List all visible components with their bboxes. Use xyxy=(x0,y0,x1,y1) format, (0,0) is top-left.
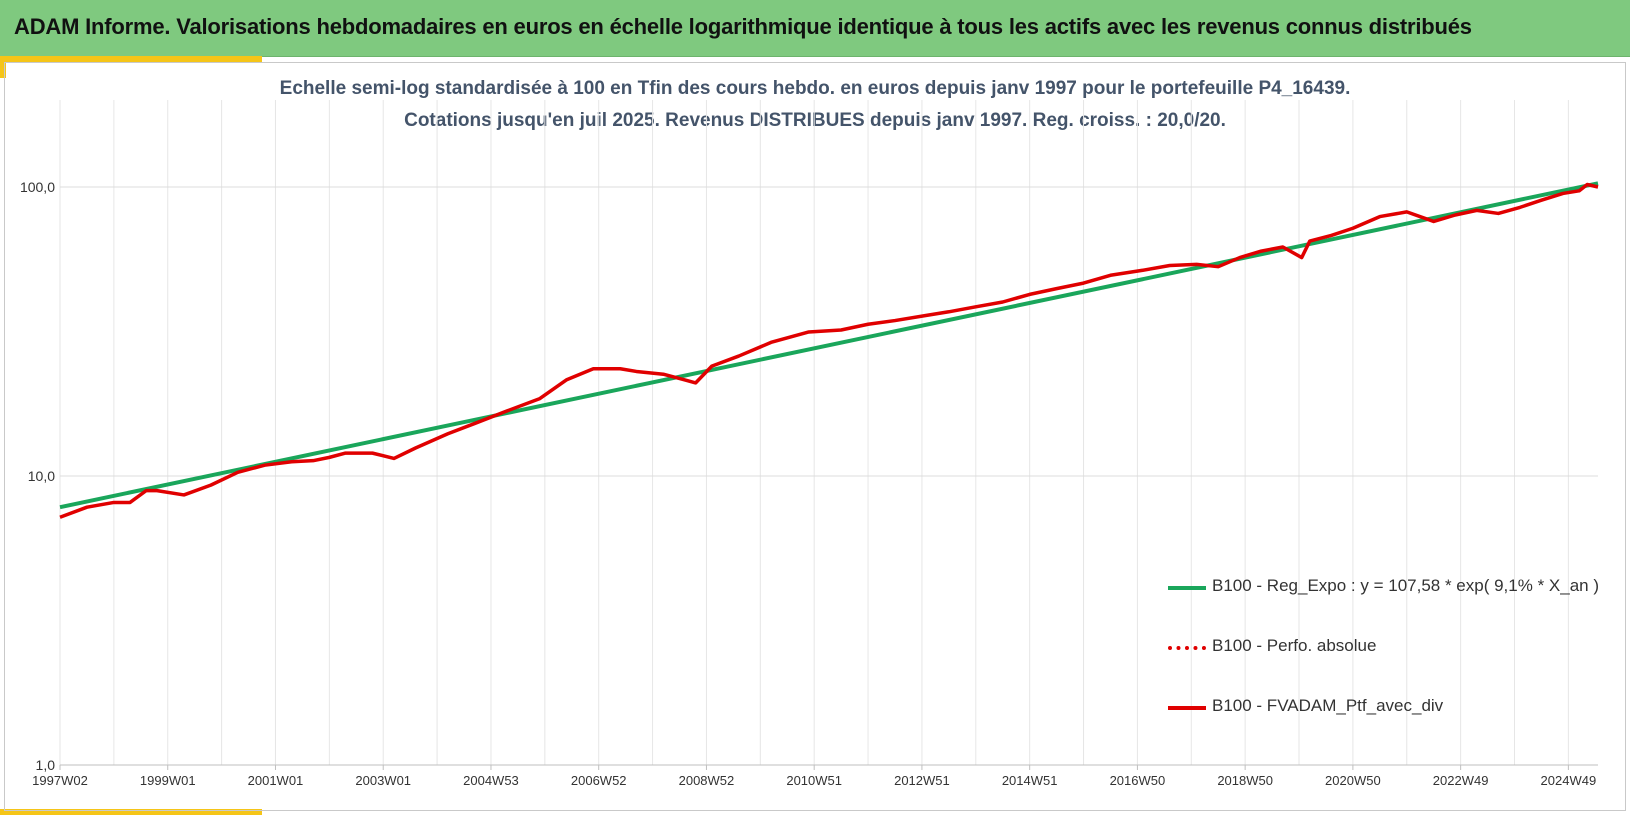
x-tick-label: 1997W02 xyxy=(32,773,88,788)
accent-bar-bottom xyxy=(0,809,262,815)
x-tick-label: 2014W51 xyxy=(1002,773,1058,788)
legend-label-portfolio: B100 - FVADAM_Ptf_avec_div xyxy=(1212,696,1444,715)
x-tick-label: 2020W50 xyxy=(1325,773,1381,788)
x-tick-label: 2001W01 xyxy=(248,773,304,788)
chart-frame xyxy=(4,62,1626,811)
chart-title-line-2: Cotations jusqu'en juil 2025. Revenus DI… xyxy=(404,110,1226,131)
chart-title-line-1: Echelle semi-log standardisée à 100 en T… xyxy=(279,78,1351,99)
x-tick-label: 2010W51 xyxy=(786,773,842,788)
x-tick-label: 2024W49 xyxy=(1541,773,1597,788)
x-tick-label: 2012W51 xyxy=(894,773,950,788)
y-tick-label: 100,0 xyxy=(20,179,55,195)
header-banner: ADAM Informe. Valorisations hebdomadaire… xyxy=(0,0,1630,57)
legend-label-regression: B100 - Reg_Expo : y = 107,58 * exp( 9,1%… xyxy=(1212,576,1599,595)
legend-label-perfo-absolue: B100 - Perfo. absolue xyxy=(1212,636,1377,655)
x-tick-label: 2004W53 xyxy=(463,773,519,788)
series-line-portfolio xyxy=(59,182,1599,519)
x-tick-label: 2006W52 xyxy=(571,773,627,788)
y-tick-label: 10,0 xyxy=(28,468,55,484)
x-tick-label: 2008W52 xyxy=(679,773,735,788)
page-title: ADAM Informe. Valorisations hebdomadaire… xyxy=(14,14,1472,39)
x-tick-label: 2018W50 xyxy=(1217,773,1273,788)
accent-bar-left xyxy=(0,56,6,78)
legend-swatch-portfolio xyxy=(1168,706,1206,710)
y-tick-label: 1,0 xyxy=(36,757,56,773)
x-tick-label: 1999W01 xyxy=(140,773,196,788)
legend-swatch-perfo-absolue xyxy=(1168,646,1206,650)
x-tick-label: 2022W49 xyxy=(1433,773,1489,788)
legend-swatch-regression xyxy=(1168,586,1206,590)
series-line-regression xyxy=(59,181,1599,510)
accent-bar-top xyxy=(0,56,262,62)
x-tick-label: 2016W50 xyxy=(1110,773,1166,788)
x-tick-label: 2003W01 xyxy=(355,773,411,788)
